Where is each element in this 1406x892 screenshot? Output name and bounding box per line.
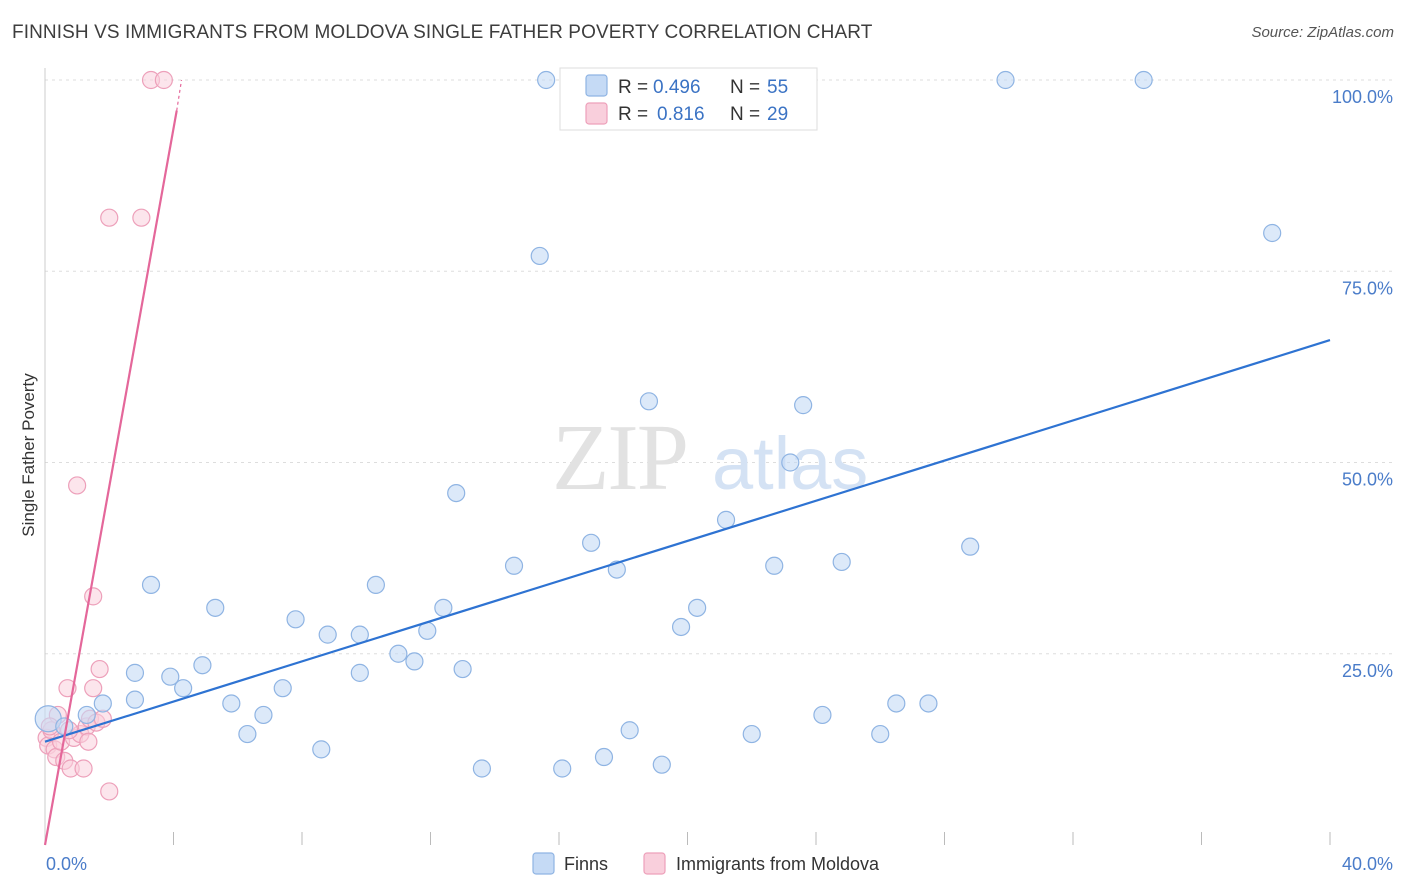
bottom-legend-swatch-finns [532, 852, 555, 875]
finns-point [832, 552, 851, 572]
y-axis-label: Single Father Poverty [19, 373, 38, 537]
y-tick-label: 75.0% [1342, 278, 1393, 298]
finns-point [996, 70, 1015, 90]
y-tick-label: 100.0% [1332, 87, 1393, 107]
x-tick-label-min: 0.0% [46, 854, 87, 874]
chart-title: FINNISH VS IMMIGRANTS FROM MOLDOVA SINGL… [12, 22, 873, 43]
finns-point [125, 663, 145, 682]
finns-point [742, 724, 761, 744]
finns-point [671, 617, 691, 637]
legend-swatch-finns [585, 74, 608, 97]
finns-point [594, 747, 614, 767]
finns-point [1263, 223, 1282, 243]
legend-r-value-finns: 0.496 [653, 77, 701, 98]
finns-point [582, 533, 601, 552]
moldova-trend-extension [176, 79, 183, 111]
moldova-trend-line [43, 110, 178, 846]
finns-trend-line [44, 339, 1331, 743]
finns-point [125, 690, 145, 709]
finns-point [639, 392, 659, 411]
x-tick-label-max: 40.0% [1342, 854, 1393, 874]
y-tick-label: 25.0% [1342, 661, 1393, 681]
finns-point [537, 70, 556, 90]
finns-point [93, 694, 112, 713]
legend-r-label-moldova: R = [618, 104, 648, 125]
stats-legend: R = 0.496 N = 55 R = 0.816 N = 29 [559, 67, 818, 131]
finns-point [434, 598, 453, 617]
finns-point [887, 694, 906, 713]
finns-point [504, 556, 524, 575]
moldova-point [90, 659, 109, 679]
tick-labels: 25.0% 50.0% 75.0% 100.0% 0.0% 40.0% [46, 87, 1393, 874]
finns-point [781, 453, 800, 472]
finns-point [286, 610, 305, 629]
legend-n-label-moldova: N = [730, 104, 760, 125]
source-label: Source: ZipAtlas.com [1251, 24, 1394, 41]
finns-point [530, 246, 549, 266]
finns-point [765, 556, 784, 575]
finns-points [34, 70, 1282, 778]
moldova-point [154, 70, 173, 90]
finns-point [174, 679, 193, 698]
watermark: ZIP atlas [552, 406, 868, 510]
finns-point [620, 721, 639, 740]
finns-point [161, 667, 180, 686]
moldova-points [37, 70, 173, 801]
finns-point [553, 759, 572, 778]
finns-point [350, 663, 369, 682]
finns-point [389, 644, 408, 663]
legend-swatch-moldova [585, 102, 608, 125]
legend-n-value-moldova: 29 [767, 104, 788, 125]
finns-point [472, 759, 491, 778]
finns-point [254, 705, 273, 725]
bottom-legend-swatch-moldova [643, 852, 666, 875]
finns-point [405, 652, 424, 671]
finns-point [312, 740, 331, 759]
moldova-point [68, 476, 87, 495]
finns-point [652, 755, 671, 774]
finns-point [206, 598, 225, 617]
watermark-zip: ZIP [552, 406, 687, 510]
moldova-point [100, 208, 119, 227]
legend-r-value-moldova: 0.816 [657, 104, 705, 125]
moldova-point [132, 208, 151, 227]
finns-point [813, 705, 832, 725]
legend-n-value-finns: 55 [767, 77, 788, 98]
legend-r-label-finns: R = [618, 77, 648, 98]
finns-point [141, 575, 161, 595]
moldova-point [79, 732, 98, 751]
bottom-legend-finns: Finns [564, 854, 608, 874]
y-tick-label: 50.0% [1342, 470, 1393, 490]
finns-point [77, 705, 96, 725]
moldova-point [100, 782, 119, 801]
axes [44, 68, 1331, 845]
finns-point [453, 659, 472, 679]
legend-n-label-finns: N = [730, 77, 760, 98]
finns-point [193, 656, 212, 675]
finns-point [961, 537, 980, 556]
moldova-point [84, 679, 103, 698]
finns-point [273, 679, 292, 698]
finns-point [318, 625, 337, 644]
trend-lines [43, 79, 1331, 846]
finns-point [238, 724, 257, 744]
finns-point [919, 694, 938, 713]
bottom-legend: Finns Immigrants from Moldova [532, 852, 880, 875]
finns-point [222, 694, 241, 713]
moldova-point [74, 759, 93, 778]
grid-lines [45, 79, 1392, 655]
finns-point [1134, 70, 1153, 90]
bottom-legend-moldova: Immigrants from Moldova [676, 854, 880, 874]
finns-point [366, 575, 385, 595]
finns-point [716, 510, 736, 529]
finns-point [447, 484, 466, 503]
finns-point [871, 724, 890, 744]
finns-point [794, 396, 813, 415]
moldova-point [84, 587, 103, 606]
finns-point [688, 598, 707, 617]
